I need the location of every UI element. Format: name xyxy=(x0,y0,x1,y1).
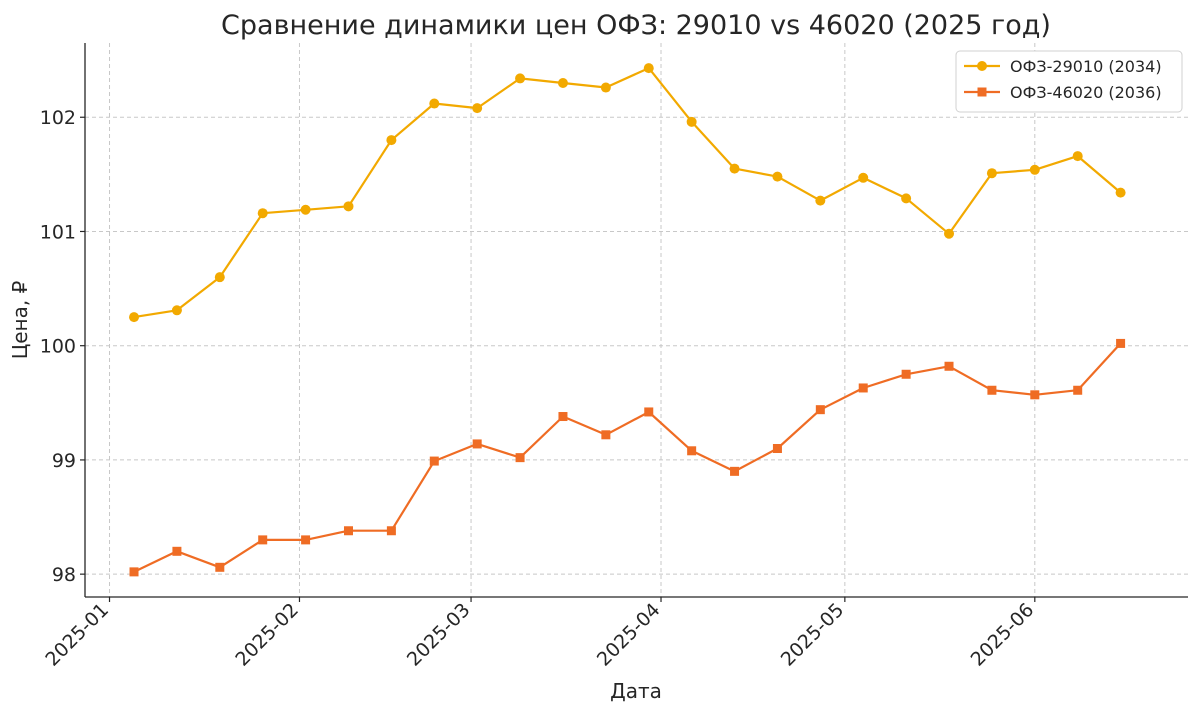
data-point xyxy=(644,407,654,417)
data-point xyxy=(171,305,182,316)
data-point xyxy=(1030,390,1040,400)
x-axis-ticks: 2025-01 2025-02 2025-03 2025-04 2025-05 2025-… xyxy=(41,597,1038,671)
y-tick-label: 99 xyxy=(52,450,76,472)
data-point xyxy=(1029,164,1040,175)
legend-label: ОФЗ-46020 (2036) xyxy=(1010,83,1162,102)
x-tick-label: 2025-04 xyxy=(593,599,665,671)
legend-box xyxy=(955,50,1183,113)
series xyxy=(129,338,1126,577)
x-tick-label: 2025-06 xyxy=(967,599,1039,671)
legend: ОФЗ-29010 (2034) ОФЗ-46020 (2036) xyxy=(955,50,1183,113)
data-point xyxy=(687,446,697,456)
data-point xyxy=(429,98,440,109)
series-line xyxy=(133,342,1122,573)
x-tick-label: 2025-03 xyxy=(403,599,475,671)
legend-label: ОФЗ-29010 (2034) xyxy=(1010,57,1162,76)
y-axis-ticks: 98 99 100 101 102 xyxy=(40,107,85,586)
data-point xyxy=(472,439,482,449)
legend-marker xyxy=(977,61,987,71)
y-axis-label: Цена, ₽ xyxy=(8,280,32,359)
data-point xyxy=(214,272,225,283)
data-point xyxy=(944,228,955,239)
data-point xyxy=(558,412,568,422)
data-point xyxy=(472,103,483,114)
data-point xyxy=(129,567,139,577)
data-point xyxy=(257,208,268,219)
axes-spines xyxy=(84,43,1188,598)
y-tick-label: 101 xyxy=(40,221,76,243)
data-point xyxy=(515,453,525,463)
data-point xyxy=(815,405,825,415)
data-point xyxy=(343,201,354,212)
data-point xyxy=(215,562,225,572)
data-point xyxy=(987,385,997,395)
grid xyxy=(85,43,1188,597)
data-point xyxy=(858,383,868,393)
data-point xyxy=(300,204,311,215)
data-point xyxy=(1072,151,1083,162)
series-layer xyxy=(129,63,1126,577)
series-line xyxy=(133,66,1122,319)
data-point xyxy=(772,444,782,454)
data-point xyxy=(772,171,783,182)
data-point xyxy=(600,82,611,93)
data-point xyxy=(515,73,526,84)
data-point xyxy=(172,546,182,556)
y-tick-label: 100 xyxy=(40,336,76,358)
legend-item: ОФЗ-29010 (2034) xyxy=(964,57,1162,76)
data-point xyxy=(901,193,912,204)
data-point xyxy=(1116,338,1126,348)
data-point xyxy=(815,195,826,206)
y-tick-label: 102 xyxy=(40,107,76,129)
data-point xyxy=(343,526,353,536)
data-point xyxy=(686,116,697,127)
data-point xyxy=(129,312,140,323)
chart-title: Сравнение динамики цен ОФЗ: 29010 vs 460… xyxy=(221,10,1051,41)
legend-marker xyxy=(977,87,987,97)
data-point xyxy=(557,77,568,88)
data-point xyxy=(386,135,397,146)
x-axis-label: Дата xyxy=(610,679,662,703)
data-point xyxy=(301,535,311,545)
series xyxy=(129,63,1126,323)
data-point xyxy=(429,456,439,466)
data-point xyxy=(643,63,654,74)
data-point xyxy=(1073,385,1083,395)
legend-item: ОФЗ-46020 (2036) xyxy=(964,83,1162,102)
x-tick-label: 2025-05 xyxy=(777,599,849,671)
y-tick-label: 98 xyxy=(52,564,76,586)
data-point xyxy=(601,430,611,440)
x-tick-label: 2025-02 xyxy=(231,599,303,671)
x-tick-label: 2025-01 xyxy=(41,599,113,671)
data-point xyxy=(258,535,268,545)
data-point xyxy=(986,168,997,179)
data-point xyxy=(901,369,911,379)
data-point xyxy=(729,163,740,174)
data-point xyxy=(386,526,396,536)
data-point xyxy=(944,361,954,371)
data-point xyxy=(1115,187,1126,198)
data-point xyxy=(858,172,869,183)
data-point xyxy=(730,466,740,476)
